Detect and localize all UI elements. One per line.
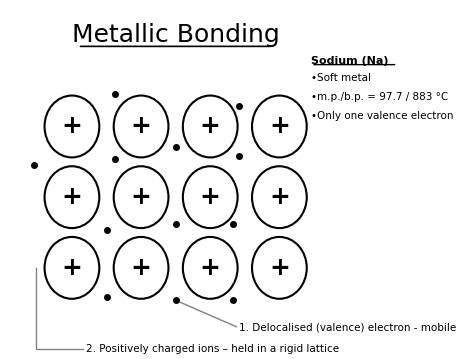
Text: •m.p./b.p. = 97.7 / 883 °C: •m.p./b.p. = 97.7 / 883 °C	[311, 92, 448, 102]
Text: +: +	[269, 115, 290, 139]
Ellipse shape	[45, 166, 99, 228]
Ellipse shape	[114, 166, 168, 228]
Ellipse shape	[183, 95, 237, 157]
Text: +: +	[62, 256, 82, 280]
Ellipse shape	[45, 237, 99, 299]
Ellipse shape	[45, 95, 99, 157]
Text: 1. Delocalised (valence) electron - mobile: 1. Delocalised (valence) electron - mobi…	[239, 323, 456, 333]
Text: +: +	[200, 256, 221, 280]
Text: +: +	[200, 115, 221, 139]
Text: +: +	[269, 256, 290, 280]
Text: 2. Positively charged ions – held in a rigid lattice: 2. Positively charged ions – held in a r…	[86, 344, 339, 354]
Ellipse shape	[183, 237, 237, 299]
Text: +: +	[269, 185, 290, 209]
Ellipse shape	[252, 237, 307, 299]
Text: +: +	[62, 115, 82, 139]
Text: Sodium (Na): Sodium (Na)	[311, 56, 389, 66]
Text: +: +	[131, 185, 152, 209]
Text: +: +	[131, 256, 152, 280]
Text: +: +	[200, 185, 221, 209]
Text: +: +	[62, 185, 82, 209]
Ellipse shape	[183, 166, 237, 228]
Text: •Soft metal: •Soft metal	[311, 74, 371, 83]
Text: •Only one valence electron: •Only one valence electron	[311, 111, 454, 121]
Text: +: +	[131, 115, 152, 139]
Text: Metallic Bonding: Metallic Bonding	[72, 23, 280, 47]
Ellipse shape	[252, 166, 307, 228]
Ellipse shape	[252, 95, 307, 157]
Ellipse shape	[114, 95, 168, 157]
Ellipse shape	[114, 237, 168, 299]
